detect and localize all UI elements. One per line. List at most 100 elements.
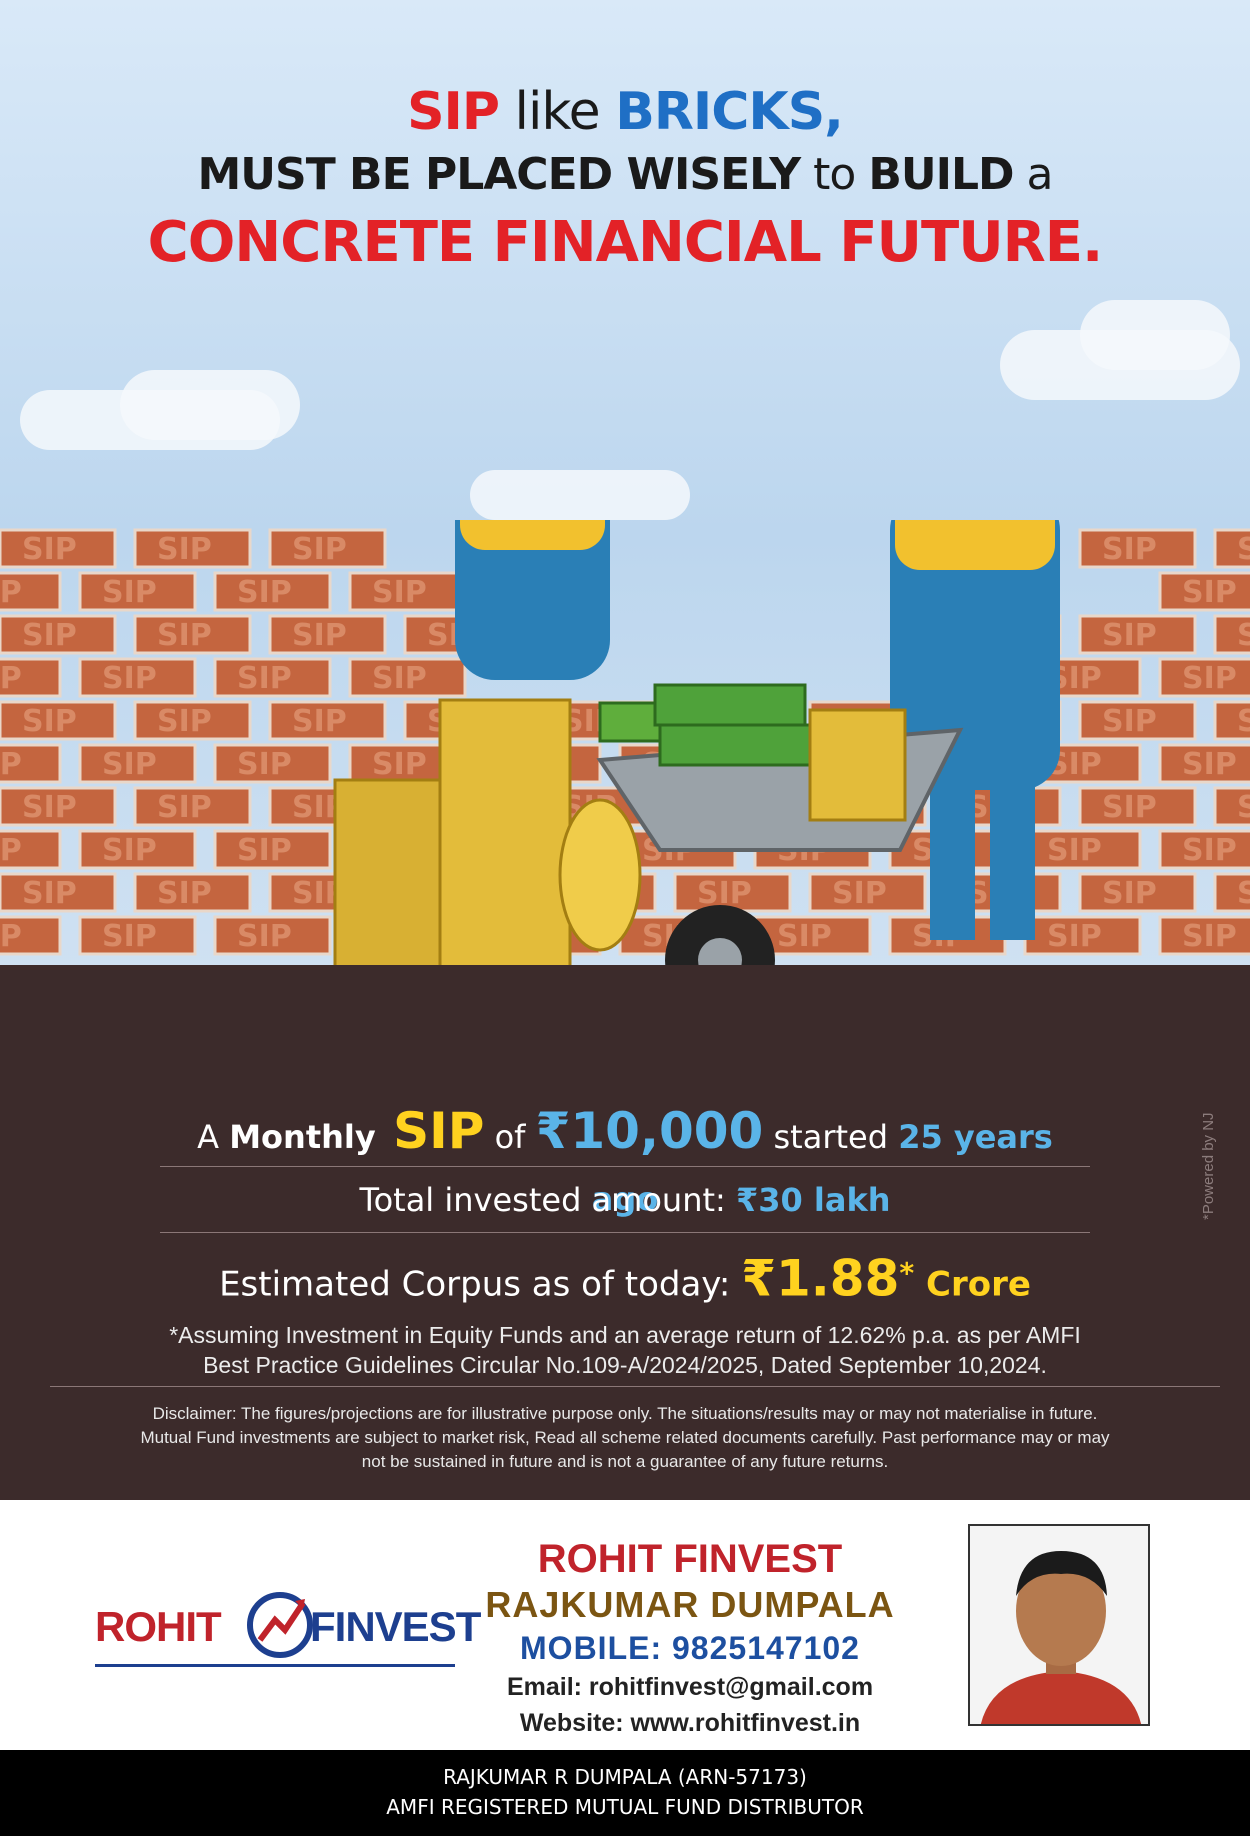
brick <box>0 872 117 913</box>
brick <box>78 657 197 698</box>
brick <box>213 829 332 870</box>
brick-label: SIP <box>22 876 77 911</box>
headline-sip: SIP <box>407 82 500 142</box>
brick-label: SIP <box>22 532 77 567</box>
brick <box>213 657 332 698</box>
brick <box>1078 614 1197 655</box>
brick <box>1213 614 1250 655</box>
person-name: RAJKUMAR DUMPALA <box>485 1584 895 1625</box>
headline-line-2: MUST BE PLACED WISELY to BUILD a <box>0 144 1250 206</box>
divider <box>160 1166 1090 1167</box>
headline-line-1: SIP like BRICKS, <box>0 80 1250 144</box>
brick-label: SIP <box>22 618 77 653</box>
brick <box>78 829 197 870</box>
brick <box>1023 915 1142 956</box>
brick <box>0 786 117 827</box>
brick-label: SIP <box>832 876 887 911</box>
brick <box>753 915 872 956</box>
brick-label: SIP <box>1237 790 1250 825</box>
brick-label: SIP <box>0 661 22 696</box>
brick <box>133 700 252 741</box>
brick-label: SIP <box>237 575 292 610</box>
headline-placed-wisely: MUST BE PLACED WISELY <box>197 149 802 200</box>
stat-text: Monthly <box>229 1118 376 1156</box>
brick-label: SIP <box>102 919 157 954</box>
stat-total-invested: Total invested amount: ₹30 lakh <box>160 1172 1090 1228</box>
brick-label: SIP <box>1102 790 1157 825</box>
brick <box>0 657 62 698</box>
profile-photo <box>968 1524 1150 1726</box>
brick-label: SIP <box>1237 876 1250 911</box>
brick-label: SIP <box>1182 919 1237 954</box>
stat-corpus-unit: Crore <box>914 1264 1031 1305</box>
brick-label: SIP <box>1237 618 1250 653</box>
cloud <box>1080 300 1230 370</box>
brick <box>78 743 197 784</box>
brick <box>0 700 117 741</box>
brick-label: SIP <box>22 704 77 739</box>
brick-label: SIP <box>1047 919 1102 954</box>
amfi-label: AMFI REGISTERED MUTUAL FUND DISTRIBUTOR <box>386 1795 864 1819</box>
brick-label: SIP <box>1047 833 1102 868</box>
brick <box>1158 915 1250 956</box>
brick-label: SIP <box>237 747 292 782</box>
cloud <box>120 370 300 440</box>
person-portrait-icon <box>970 1526 1148 1724</box>
email-address[interactable]: Email: rohitfinvest@gmail.com <box>506 1673 874 1701</box>
bottom-bar: RAJKUMAR R DUMPALA (ARN-57173) AMFI REGI… <box>0 1750 1250 1836</box>
worker-left-illustration <box>455 520 610 680</box>
brick <box>0 528 117 569</box>
brick-label: SIP <box>372 575 427 610</box>
stat-text: Total invested amount: <box>359 1181 736 1219</box>
worker-right-illustration <box>890 520 1060 940</box>
brick-label: SIP <box>1182 833 1237 868</box>
headline-build: BUILD <box>868 149 1014 200</box>
logo-emblem-icon <box>247 1592 313 1658</box>
brick-label: SIP <box>237 919 292 954</box>
brick-wall-illustration: SIPSIPSIPSIPSIPSIPSIPSIPSIPSIPSIPSIPSIPS… <box>0 520 1250 970</box>
brick <box>268 614 387 655</box>
mobile-number[interactable]: MOBILE: 9825147102 <box>520 1630 860 1666</box>
brick-label: SIP <box>372 661 427 696</box>
headline-a: a <box>1013 149 1054 200</box>
brick-label: SIP <box>0 919 22 954</box>
brick <box>1158 657 1250 698</box>
brick-label: SIP <box>1102 704 1157 739</box>
contact-details: ROHIT FINVEST RAJKUMAR DUMPALA MOBILE: 9… <box>440 1535 940 1741</box>
brick <box>348 571 467 612</box>
brick-label: SIP <box>292 532 347 567</box>
brick-label: SIP <box>157 876 212 911</box>
brick <box>1078 700 1197 741</box>
brick <box>348 657 467 698</box>
headline: SIP like BRICKS, MUST BE PLACED WISELY t… <box>0 80 1250 280</box>
contact-footer: ROHIT FINVEST ROHIT FINVEST RAJKUMAR DUM… <box>0 1500 1250 1750</box>
divider <box>50 1386 1220 1387</box>
brick-label: SIP <box>102 833 157 868</box>
brick <box>0 614 117 655</box>
brick <box>268 700 387 741</box>
logo-text-right: FINVEST <box>310 1603 481 1650</box>
brick <box>1078 786 1197 827</box>
footnote-marker: * <box>899 1257 915 1290</box>
stat-estimated-corpus: Estimated Corpus as of today: ₹1.88* Cro… <box>160 1240 1090 1318</box>
brick <box>133 872 252 913</box>
headline-like: like <box>499 82 616 142</box>
stat-corpus-amount: ₹1.88 <box>741 1249 900 1308</box>
rohit-finvest-logo: ROHIT FINVEST <box>95 1575 481 1675</box>
brick-label: SIP <box>157 618 212 653</box>
brick-label: SIP <box>372 747 427 782</box>
brick <box>1078 528 1197 569</box>
arn-label: RAJKUMAR R DUMPALA (ARN-57173) <box>443 1765 807 1789</box>
brick <box>1023 829 1142 870</box>
disclaimer-line: Mutual Fund investments are subject to m… <box>140 1428 1110 1447</box>
headline-bricks: BRICKS, <box>615 82 844 142</box>
headline-line-3: CONCRETE FINANCIAL FUTURE. <box>147 210 1104 275</box>
website-link[interactable]: Website: www.rohitfinvest.in <box>519 1709 861 1737</box>
brick <box>0 571 62 612</box>
brick-label: SIP <box>1102 876 1157 911</box>
brick-label: SIP <box>697 876 752 911</box>
assumption-note-line: Best Practice Guidelines Circular No.109… <box>203 1352 1047 1378</box>
brick <box>1158 829 1250 870</box>
assumption-note-line: *Assuming Investment in Equity Funds and… <box>169 1322 1081 1348</box>
disclaimer-line: Disclaimer: The figures/projections are … <box>152 1404 1098 1423</box>
